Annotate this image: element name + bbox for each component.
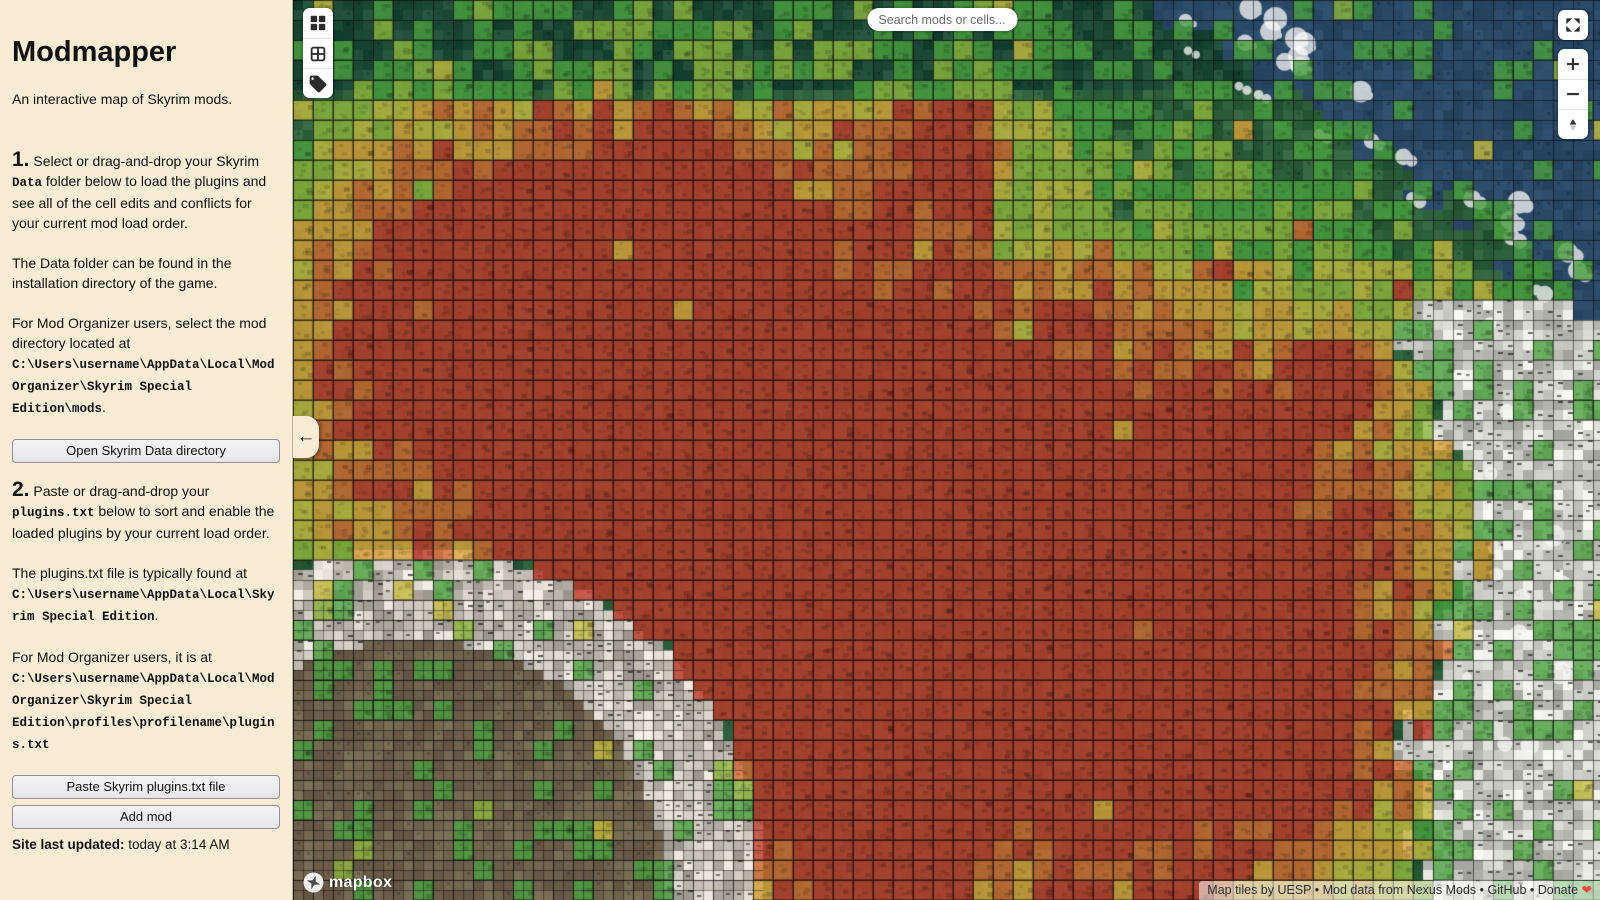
zoom-out-button[interactable]: −	[1558, 79, 1588, 109]
mod-organizer-note-2: For Mod Organizer users, it is at C:\Use…	[12, 649, 275, 752]
data-folder-note: The Data folder can be found in the inst…	[12, 255, 232, 291]
left-arrow-icon: ←	[296, 426, 316, 447]
mapbox-logo-icon	[303, 872, 324, 893]
open-skyrim-data-button[interactable]: Open Skyrim Data directory	[12, 439, 280, 463]
paste-plugins-button[interactable]: Paste Skyrim plugins.txt file	[12, 775, 280, 799]
layer-controls	[303, 8, 333, 98]
map-container: + − ← mapbox Map tiles by UESP • Mod dat…	[293, 0, 1600, 900]
step2-instructions: 2. Paste or drag-and-drop your plugins.t…	[12, 478, 275, 541]
plugins-location-note: The plugins.txt file is typically found …	[12, 565, 275, 624]
labels-toggle-button[interactable]	[303, 68, 333, 98]
page-subtitle: An interactive map of Skyrim mods.	[12, 91, 233, 107]
tag-icon	[309, 75, 327, 92]
mapbox-logo[interactable]: mapbox	[303, 872, 392, 893]
compass-button[interactable]	[1558, 109, 1588, 139]
page-title: Modmapper	[12, 36, 177, 68]
fullscreen-icon	[1566, 18, 1580, 32]
sidebar-collapse-button[interactable]: ←	[293, 416, 319, 458]
zoom-in-button[interactable]: +	[1558, 49, 1588, 79]
fullscreen-control	[1558, 10, 1588, 40]
map-attribution: Map tiles by UESP • Mod data from Nexus …	[1199, 881, 1600, 900]
mod-organizer-note-1: For Mod Organizer users, select the mod …	[12, 315, 275, 416]
filled-grid-icon	[310, 15, 326, 31]
search-input[interactable]	[867, 8, 1017, 31]
cell-grid-toggle-button[interactable]	[303, 38, 333, 68]
outline-grid-icon	[310, 46, 326, 61]
attribution-link[interactable]: Nexus Mods	[1406, 883, 1477, 897]
fullscreen-button[interactable]	[1558, 10, 1588, 40]
attribution-link[interactable]: Donate	[1537, 883, 1579, 897]
plus-icon: +	[1565, 52, 1581, 75]
minus-icon: −	[1565, 83, 1581, 105]
heatmap-toggle-button[interactable]	[303, 8, 333, 38]
zoom-controls: + −	[1558, 49, 1588, 139]
mapbox-wordmark: mapbox	[329, 873, 393, 891]
step1-instructions: 1. Select or drag-and-drop your Skyrim D…	[12, 148, 267, 231]
compass-icon	[1569, 118, 1577, 131]
attribution-link[interactable]: UESP	[1277, 883, 1312, 897]
skyrim-heatmap-canvas[interactable]	[293, 0, 1600, 900]
sidebar: Modmapper An interactive map of Skyrim m…	[0, 0, 293, 900]
site-last-updated: Site last updated: today at 3:14 AM	[12, 837, 230, 852]
add-mod-button[interactable]: Add mod	[12, 805, 280, 829]
attribution-link[interactable]: GitHub	[1487, 883, 1527, 897]
